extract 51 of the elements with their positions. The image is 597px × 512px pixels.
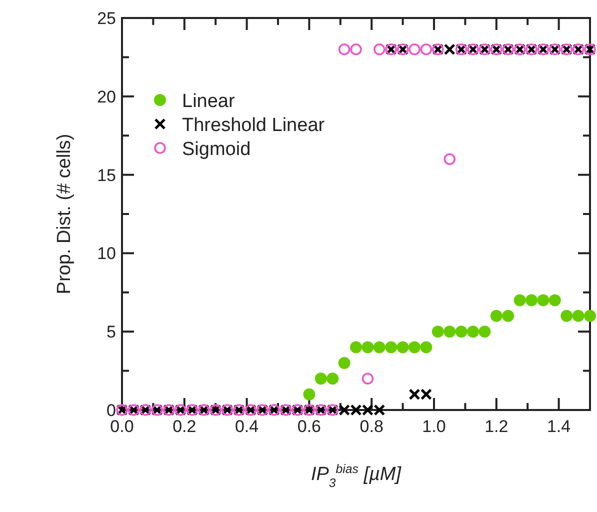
- legend-label: Threshold Linear: [182, 115, 326, 136]
- point: [537, 294, 550, 306]
- legend-label: Linear: [182, 91, 236, 112]
- y-tick-label: 0: [106, 401, 116, 420]
- point: [303, 388, 316, 400]
- point: [420, 43, 432, 56]
- point: [444, 153, 456, 166]
- point: [396, 341, 409, 354]
- point: [455, 326, 468, 338]
- point: [584, 310, 596, 322]
- point: [338, 356, 350, 369]
- y-axis-title: Prop. Dist. (# cells): [54, 134, 75, 294]
- x-tick-label: 0.8: [360, 417, 384, 436]
- point: [362, 341, 374, 354]
- x-tick-label: 1.4: [546, 417, 571, 436]
- point: [408, 43, 420, 56]
- point: [467, 326, 479, 338]
- x-tick-label: 0.2: [172, 417, 196, 436]
- point: [514, 294, 526, 306]
- point: [350, 43, 362, 56]
- point: [560, 310, 573, 322]
- point: [408, 341, 420, 354]
- point: [478, 326, 491, 338]
- x-tick-label: 1.2: [484, 417, 508, 436]
- point: [326, 372, 339, 385]
- y-tick-label: 15: [97, 166, 116, 185]
- legend-label: Sigmoid: [182, 139, 251, 160]
- x-axis-title: IP$_{3}$$^{bias}$ [µM]: [310, 462, 402, 490]
- point: [338, 43, 350, 56]
- x-tick-label: 1.0: [422, 417, 446, 436]
- point: [444, 326, 456, 338]
- point: [502, 310, 514, 322]
- point: [490, 310, 502, 322]
- y-tick-label: 20: [97, 87, 116, 106]
- point: [374, 43, 386, 56]
- point: [572, 310, 584, 322]
- point: [548, 294, 561, 306]
- point: [362, 372, 374, 385]
- x-tick-label: 0.4: [234, 417, 259, 436]
- x-tick-label: 0.0: [110, 417, 134, 436]
- point: [420, 341, 432, 354]
- point: [314, 372, 327, 385]
- y-tick-label: 10: [97, 244, 116, 264]
- x-tick-label: 0.6: [297, 417, 322, 436]
- point: [432, 326, 444, 338]
- point: [350, 341, 362, 354]
- point: [526, 294, 538, 306]
- y-tick-label: 25: [97, 9, 116, 28]
- point: [373, 341, 386, 354]
- y-tick-label: 5: [106, 322, 116, 342]
- point: [385, 341, 398, 354]
